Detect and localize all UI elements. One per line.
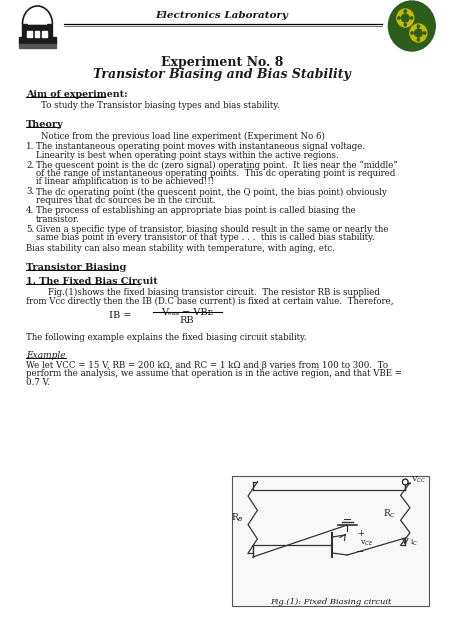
- Circle shape: [415, 29, 422, 37]
- Text: V$_{CC}$: V$_{CC}$: [411, 475, 426, 485]
- Text: Transistor Biasing: Transistor Biasing: [26, 263, 127, 272]
- Text: Fig.(1)shows the fixed biasing transistor circuit.  The resistor RB is supplied: Fig.(1)shows the fixed biasing transisto…: [26, 288, 380, 297]
- Bar: [27, 31, 32, 37]
- Polygon shape: [22, 24, 53, 38]
- Bar: [42, 31, 47, 37]
- Text: v$_{CE}$: v$_{CE}$: [360, 538, 374, 547]
- Text: same bias point in every transistor of that type . . .  this is called bias stab: same bias point in every transistor of t…: [36, 233, 374, 242]
- Circle shape: [411, 32, 413, 34]
- Text: The following example explains the fixed biasing circuit stability.: The following example explains the fixed…: [26, 333, 307, 342]
- Text: IB =: IB =: [109, 311, 131, 320]
- Text: Aim of experiment:: Aim of experiment:: [26, 90, 128, 99]
- Circle shape: [404, 10, 406, 13]
- Circle shape: [402, 479, 408, 485]
- Text: 0.7 V.: 0.7 V.: [26, 378, 50, 387]
- Circle shape: [410, 24, 427, 42]
- Text: Bias stability can also mean stability with temperature, with aging, etc.: Bias stability can also mean stability w…: [26, 244, 335, 253]
- Bar: [35, 31, 39, 37]
- Text: transistor.: transistor.: [36, 214, 80, 224]
- Text: R$_C$: R$_C$: [383, 507, 396, 520]
- Text: 1. The Fixed Bias Circuit: 1. The Fixed Bias Circuit: [26, 277, 158, 286]
- Bar: [18, 37, 56, 44]
- Text: Example: Example: [26, 351, 66, 360]
- Text: 5.: 5.: [26, 224, 35, 233]
- Text: +: +: [357, 529, 364, 538]
- Text: RB: RB: [180, 316, 194, 325]
- Bar: [232, 476, 428, 606]
- Circle shape: [397, 9, 414, 27]
- Text: Linearity is best when operating point stays within the active regions.: Linearity is best when operating point s…: [36, 150, 338, 159]
- Circle shape: [388, 1, 435, 51]
- Circle shape: [417, 39, 419, 41]
- Text: i$_C$: i$_C$: [410, 538, 418, 548]
- Text: Transistor Biasing and Bias Stability: Transistor Biasing and Bias Stability: [93, 68, 351, 81]
- Text: The instantaneous operating point moves with instantaneous signal voltage.: The instantaneous operating point moves …: [36, 142, 365, 151]
- Text: perform the analysis, we assume that operation is in the active region, and that: perform the analysis, we assume that ope…: [26, 370, 402, 379]
- Text: Electronics Laboratory: Electronics Laboratory: [155, 11, 288, 20]
- Text: requires that dc sources be in the circuit.: requires that dc sources be in the circu…: [36, 196, 215, 205]
- Text: We let VCC = 15 V, RB = 200 kΩ, and RC = 1 kΩ and β varies from 100 to 300.  To: We let VCC = 15 V, RB = 200 kΩ, and RC =…: [26, 361, 388, 370]
- Text: 4.: 4.: [26, 206, 35, 215]
- Text: if linear amplification is to be achieved!!!: if linear amplification is to be achieve…: [36, 178, 214, 186]
- Circle shape: [424, 32, 426, 34]
- Text: of the range of instantaneous operating points.  This dc operating point is requ: of the range of instantaneous operating …: [36, 169, 395, 178]
- Circle shape: [417, 25, 419, 27]
- Circle shape: [410, 17, 413, 19]
- Text: 3.: 3.: [26, 188, 34, 197]
- Text: R$_B$: R$_B$: [230, 511, 243, 524]
- Text: −: −: [356, 547, 365, 557]
- Circle shape: [401, 14, 409, 22]
- Text: Experiment No. 8: Experiment No. 8: [161, 56, 283, 69]
- Wedge shape: [28, 14, 47, 24]
- Text: The quescent point is the dc (zero signal) operating point.  It lies near the “m: The quescent point is the dc (zero signa…: [36, 161, 397, 170]
- Text: 2.: 2.: [26, 161, 35, 169]
- Text: Fig.(1): Fixed Biasing circuit: Fig.(1): Fixed Biasing circuit: [270, 598, 391, 606]
- Text: Vₑₐₐ − VBᴇ: Vₑₐₐ − VBᴇ: [161, 308, 213, 317]
- Text: 1.: 1.: [26, 142, 35, 151]
- Text: from Vcc directly then the IB (D.C base current) is fixed at certain value.  The: from Vcc directly then the IB (D.C base …: [26, 296, 394, 306]
- Bar: [18, 44, 56, 48]
- Text: Notice from the previous load line experiment (Experiment No 6): Notice from the previous load line exper…: [41, 132, 325, 141]
- Text: Theory: Theory: [26, 120, 64, 129]
- Text: The dc operating point (the quescent point, the Q point, the bias point) obvious: The dc operating point (the quescent poi…: [36, 188, 386, 197]
- Text: The process of establishing an appropriate bias point is called biasing the: The process of establishing an appropria…: [36, 206, 356, 215]
- Text: To study the Transistor biasing types and bias stability.: To study the Transistor biasing types an…: [41, 101, 280, 110]
- Circle shape: [404, 23, 406, 26]
- Circle shape: [398, 17, 400, 19]
- Text: Given a specific type of transistor, biasing should result in the same or nearly: Given a specific type of transistor, bia…: [36, 224, 388, 233]
